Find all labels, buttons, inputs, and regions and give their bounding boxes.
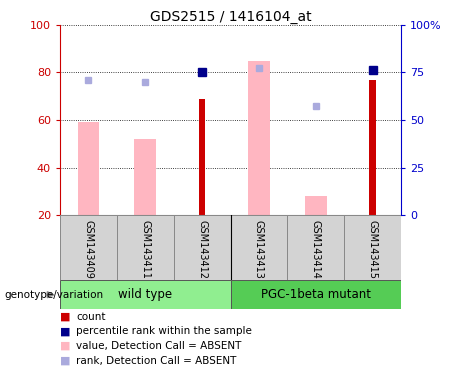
Text: GDS2515 / 1416104_at: GDS2515 / 1416104_at	[150, 10, 311, 23]
Bar	[230, 215, 287, 280]
Text: GSM143411: GSM143411	[140, 220, 150, 278]
Text: GSM143409: GSM143409	[83, 220, 94, 278]
Bar	[248, 61, 270, 215]
Text: wild type: wild type	[118, 288, 172, 301]
Bar	[135, 139, 156, 215]
Text: GSM143415: GSM143415	[367, 220, 378, 279]
Text: GSM143413: GSM143413	[254, 220, 264, 278]
Bar	[199, 99, 206, 215]
Text: percentile rank within the sample: percentile rank within the sample	[76, 326, 252, 336]
Text: genotype/variation: genotype/variation	[5, 290, 104, 300]
Bar	[230, 280, 401, 309]
Text: value, Detection Call = ABSENT: value, Detection Call = ABSENT	[76, 341, 242, 351]
Bar	[287, 215, 344, 280]
Text: ■: ■	[60, 326, 71, 336]
Text: ■: ■	[60, 341, 71, 351]
Bar	[117, 215, 174, 280]
Text: rank, Detection Call = ABSENT: rank, Detection Call = ABSENT	[76, 356, 236, 366]
Bar	[174, 215, 230, 280]
Text: ■: ■	[60, 356, 71, 366]
Bar	[369, 79, 376, 215]
Bar	[60, 215, 117, 280]
Bar	[344, 215, 401, 280]
Bar	[77, 122, 99, 215]
Text: GSM143412: GSM143412	[197, 220, 207, 279]
Text: PGC-1beta mutant: PGC-1beta mutant	[261, 288, 371, 301]
Bar	[60, 280, 230, 309]
Bar	[305, 196, 326, 215]
Text: count: count	[76, 312, 106, 322]
Text: ■: ■	[60, 312, 71, 322]
Text: GSM143414: GSM143414	[311, 220, 321, 278]
